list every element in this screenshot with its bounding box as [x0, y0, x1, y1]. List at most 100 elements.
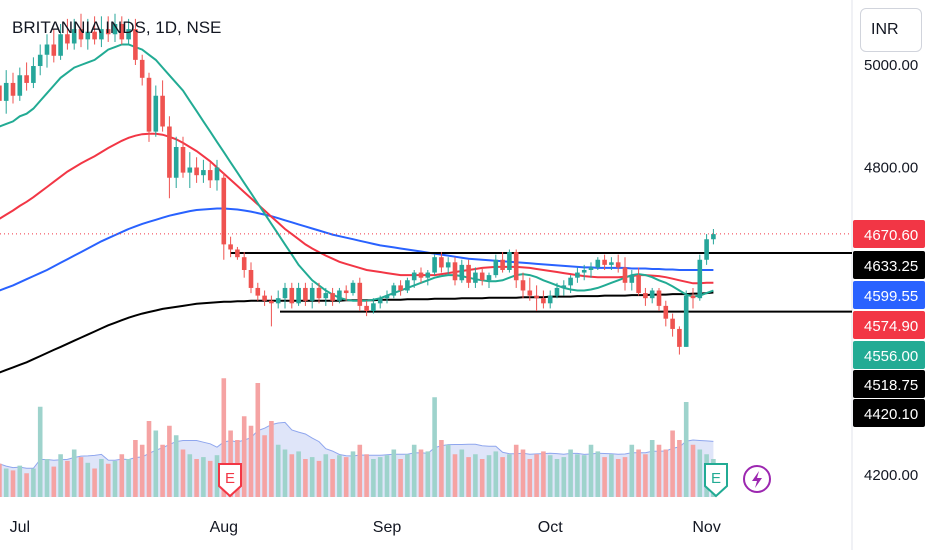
volume-bar — [690, 444, 696, 497]
price-label-text: 4599.55 — [864, 288, 918, 305]
price-label-ma-fast[interactable]: 4556.00 — [853, 341, 925, 369]
candle-body — [507, 252, 512, 270]
price-label-ma-slow[interactable]: 4599.55 — [853, 281, 925, 309]
volume-bar — [663, 449, 669, 497]
volume-bar — [180, 449, 186, 497]
candle-body — [554, 287, 560, 296]
dividend-marker-nov[interactable] — [743, 465, 771, 493]
volume-bar — [479, 459, 485, 497]
candle-body — [486, 275, 492, 281]
price-axis: 5000.00 4800.00 4200.00 — [864, 57, 918, 484]
volume-bar — [513, 444, 519, 497]
candle-body — [17, 75, 23, 96]
price-label-bg — [853, 370, 925, 398]
volume-bar — [133, 440, 138, 497]
volume-bar — [289, 454, 295, 497]
volume-bar — [418, 449, 424, 497]
candle-body — [677, 328, 682, 347]
earnings-letter: E — [711, 470, 721, 487]
candle-body — [452, 262, 458, 281]
price-label-last-price[interactable]: 4670.60 — [853, 220, 925, 248]
volume-bar — [303, 459, 308, 497]
volume-bar — [146, 421, 152, 497]
price-label-ma-mid[interactable]: 4574.90 — [853, 311, 925, 339]
time-tick-label: Sep — [373, 519, 402, 536]
volume-bar — [439, 440, 444, 497]
volume-bar — [255, 383, 261, 497]
volume-bar — [357, 444, 363, 497]
candle-body — [269, 300, 274, 304]
candle-body — [24, 75, 29, 83]
candle-body — [656, 290, 662, 306]
volume-bar — [187, 454, 193, 497]
candle-body — [139, 59, 145, 78]
volume-bar — [78, 457, 84, 497]
volume-bar — [139, 444, 145, 497]
candle-body — [85, 31, 91, 40]
ma-long-line — [0, 291, 714, 374]
volume-bar — [31, 468, 36, 497]
volume-bar — [337, 455, 342, 497]
volume-bar — [534, 454, 539, 497]
earnings-marker-aug[interactable]: E — [218, 463, 242, 498]
candle-body — [527, 290, 533, 296]
volume-bar — [350, 451, 356, 497]
volume-bar — [445, 444, 451, 497]
candle-body — [588, 267, 594, 270]
candle-body — [418, 272, 424, 278]
volume-bar — [99, 459, 104, 497]
price-label-text: 4518.75 — [864, 377, 918, 394]
price-label-text: 4670.60 — [864, 227, 918, 244]
candle-body — [105, 29, 111, 35]
volume-bar — [575, 454, 580, 497]
volume-bar — [194, 459, 199, 497]
candle-body — [3, 82, 9, 101]
candle-body — [241, 257, 247, 270]
candle-body — [479, 272, 485, 281]
volume-bar — [201, 457, 206, 497]
candle-body — [187, 167, 193, 173]
time-tick-label: Oct — [538, 519, 563, 536]
candle-body — [255, 287, 261, 296]
candle-body — [214, 167, 220, 181]
volume-bar — [58, 454, 63, 497]
candle-body — [146, 77, 152, 132]
price-label-ma-long[interactable]: 4420.10 — [853, 399, 925, 427]
volume-bar — [330, 459, 335, 497]
candle-body — [405, 280, 410, 291]
horizontal-levels — [230, 251, 852, 313]
volume-bar — [323, 454, 329, 497]
volume-bar — [371, 459, 376, 497]
candle-body — [459, 264, 465, 281]
earnings-marker-nov[interactable]: E — [704, 463, 728, 498]
volume-bar — [541, 451, 546, 497]
candle-body — [711, 234, 716, 240]
price-label-support-level[interactable]: 4518.75 — [853, 370, 925, 398]
volume-bar — [602, 457, 607, 497]
volume-bar — [595, 451, 601, 497]
candle-body — [167, 126, 172, 178]
price-label-resistance-level[interactable]: 4633.25 — [853, 251, 925, 279]
candle-body — [398, 285, 403, 291]
volume-bar — [527, 459, 533, 497]
candle-body — [99, 29, 104, 40]
lightning-icon — [752, 471, 762, 488]
volume-bar — [282, 449, 288, 497]
candles — [0, 13, 716, 355]
currency-button[interactable]: INR — [860, 8, 922, 52]
volume-bar — [37, 406, 43, 497]
volume-bar — [486, 455, 492, 497]
candle-body — [65, 34, 70, 44]
volume-bar — [561, 457, 567, 497]
volume-bar — [248, 425, 254, 497]
candle-body — [473, 272, 478, 283]
candle-body — [316, 287, 322, 299]
time-tick-label: Jul — [10, 519, 30, 536]
price-label-bg — [853, 220, 925, 248]
volume-bar — [160, 444, 165, 497]
candle-body — [643, 293, 648, 299]
price-label-text: 4420.10 — [864, 406, 918, 423]
price-label-bg — [853, 399, 925, 427]
event-markers: E E — [218, 463, 771, 498]
